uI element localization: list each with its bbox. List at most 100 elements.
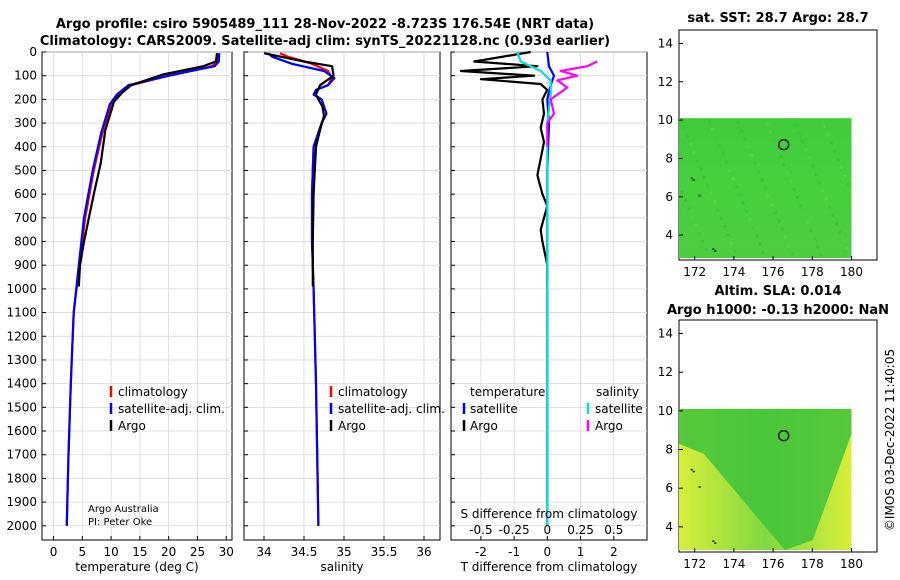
sst-cell <box>726 233 730 237</box>
island-mark <box>698 194 701 197</box>
legend-satellite-label: satellite-adj. clim. <box>118 402 225 416</box>
island-mark <box>690 177 693 180</box>
sst-cell <box>760 178 764 182</box>
sst-cell <box>765 122 769 126</box>
legend-climatology-label: climatology <box>338 385 408 399</box>
y-tick-label: 1900 <box>6 495 37 509</box>
sst-cell <box>729 241 733 245</box>
sst-cell <box>741 201 745 205</box>
lon-tick-label: 174 <box>722 265 745 279</box>
x-tick-label: 0 <box>50 545 58 559</box>
sst-cell <box>841 238 845 242</box>
sst-cell <box>738 193 742 197</box>
sst-cell <box>743 137 747 141</box>
sst-cell <box>767 194 771 198</box>
x-tick-label: 5 <box>78 545 86 559</box>
lat-tick-label: 6 <box>665 190 673 204</box>
y-tick-label: 0 <box>29 45 37 59</box>
sst-cell <box>779 155 783 159</box>
temperature-xlabel: temperature (deg C) <box>75 560 198 574</box>
sst-cell <box>773 211 777 215</box>
sst-cell <box>818 181 822 185</box>
sst-cell <box>707 119 711 123</box>
y-tick-label: 1100 <box>6 306 37 320</box>
island-mark <box>714 250 717 252</box>
top-tick-label: 0.25 <box>567 523 594 537</box>
argo-location-marker <box>778 138 790 151</box>
sst-cell <box>731 177 735 181</box>
sst-cell <box>787 244 791 248</box>
sst-cell <box>704 248 708 252</box>
temperature-panel: 0100200300400500600700800900100011001200… <box>6 45 233 574</box>
sst-cell <box>750 153 754 157</box>
lat-tick-label: 10 <box>658 404 673 418</box>
sst-cell <box>777 219 781 223</box>
sst-cell <box>845 246 849 250</box>
legend-climatology-label: climatology <box>118 385 188 399</box>
x-tick-label: 2 <box>610 545 618 559</box>
sst-cell <box>790 252 794 256</box>
x-tick-label: 35 <box>336 545 351 559</box>
sla-map-panel: Altim. SLA: 0.014 Argo h1000: -0.13 h200… <box>658 284 889 571</box>
sst-cell <box>684 198 688 202</box>
sst-cell <box>829 141 833 145</box>
salinity-panel: 34 34.5 35 35.5 36 salinity climatology sate… <box>243 51 445 574</box>
argo-location-marker <box>778 429 790 442</box>
x-tick-label: 35.5 <box>371 545 398 559</box>
sst-cell <box>833 149 837 153</box>
lat-tick-label: 14 <box>658 327 673 341</box>
sla-low-region <box>679 408 852 551</box>
sst-cell <box>816 245 820 249</box>
sst-cell <box>780 227 784 231</box>
sst-cell <box>714 135 718 139</box>
island-mark <box>714 542 717 544</box>
sst-cell <box>712 200 716 204</box>
sst-cell <box>702 175 706 179</box>
series-satellite-adj-clim- <box>65 53 221 526</box>
x-tick-label: -1 <box>508 545 520 559</box>
island-mark <box>698 486 701 488</box>
lon-tick-label: 178 <box>801 557 824 571</box>
sst-cell <box>689 142 693 146</box>
x-tick-label: 10 <box>103 545 118 559</box>
top-tick-label: -0.25 <box>499 523 530 537</box>
sst-cell <box>770 203 774 207</box>
sst-cell <box>831 214 835 218</box>
credit-line-2: PI: Peter Oke <box>88 517 152 528</box>
sst-map-title: sat. SST: 28.7 Argo: 28.7 <box>687 11 868 26</box>
sst-cell <box>682 126 686 130</box>
sst-cell <box>801 140 805 144</box>
legend-title-salinity: salinity <box>596 385 639 399</box>
sst-cell <box>811 164 815 168</box>
legend-temp-satellite-label: satellite <box>470 402 518 416</box>
sst-cell <box>775 146 779 150</box>
top-tick-label: 0 <box>544 523 552 537</box>
sst-cell <box>838 230 842 234</box>
lat-tick-label: 12 <box>658 365 673 379</box>
sst-cell <box>699 167 703 171</box>
top-tick-label: -0.5 <box>469 523 492 537</box>
sst-cell <box>797 131 801 135</box>
sst-cell <box>821 189 825 193</box>
sst-cell <box>826 133 830 137</box>
sst-cell <box>728 168 732 172</box>
island-mark <box>712 540 715 542</box>
sst-cell <box>789 179 793 183</box>
sst-cell <box>782 163 786 167</box>
sst-cell <box>724 160 728 164</box>
sst-cell <box>758 242 762 246</box>
sst-cell <box>823 125 827 129</box>
series-argo <box>77 53 219 287</box>
salinity-legend: climatology satellite-adj. clim. Argo <box>329 385 445 433</box>
sst-cell <box>772 138 776 142</box>
sst-cell <box>753 161 757 165</box>
sst-cell <box>745 209 749 213</box>
sst-cell <box>762 250 766 254</box>
series-salinity-argo <box>546 60 598 147</box>
y-tick-label: 1200 <box>6 329 37 343</box>
y-tick-label: 900 <box>14 258 37 272</box>
sst-cell <box>809 229 813 233</box>
sst-cell <box>795 196 799 200</box>
y-tick-label: 200 <box>14 92 37 106</box>
y-tick-label: 400 <box>14 140 37 154</box>
